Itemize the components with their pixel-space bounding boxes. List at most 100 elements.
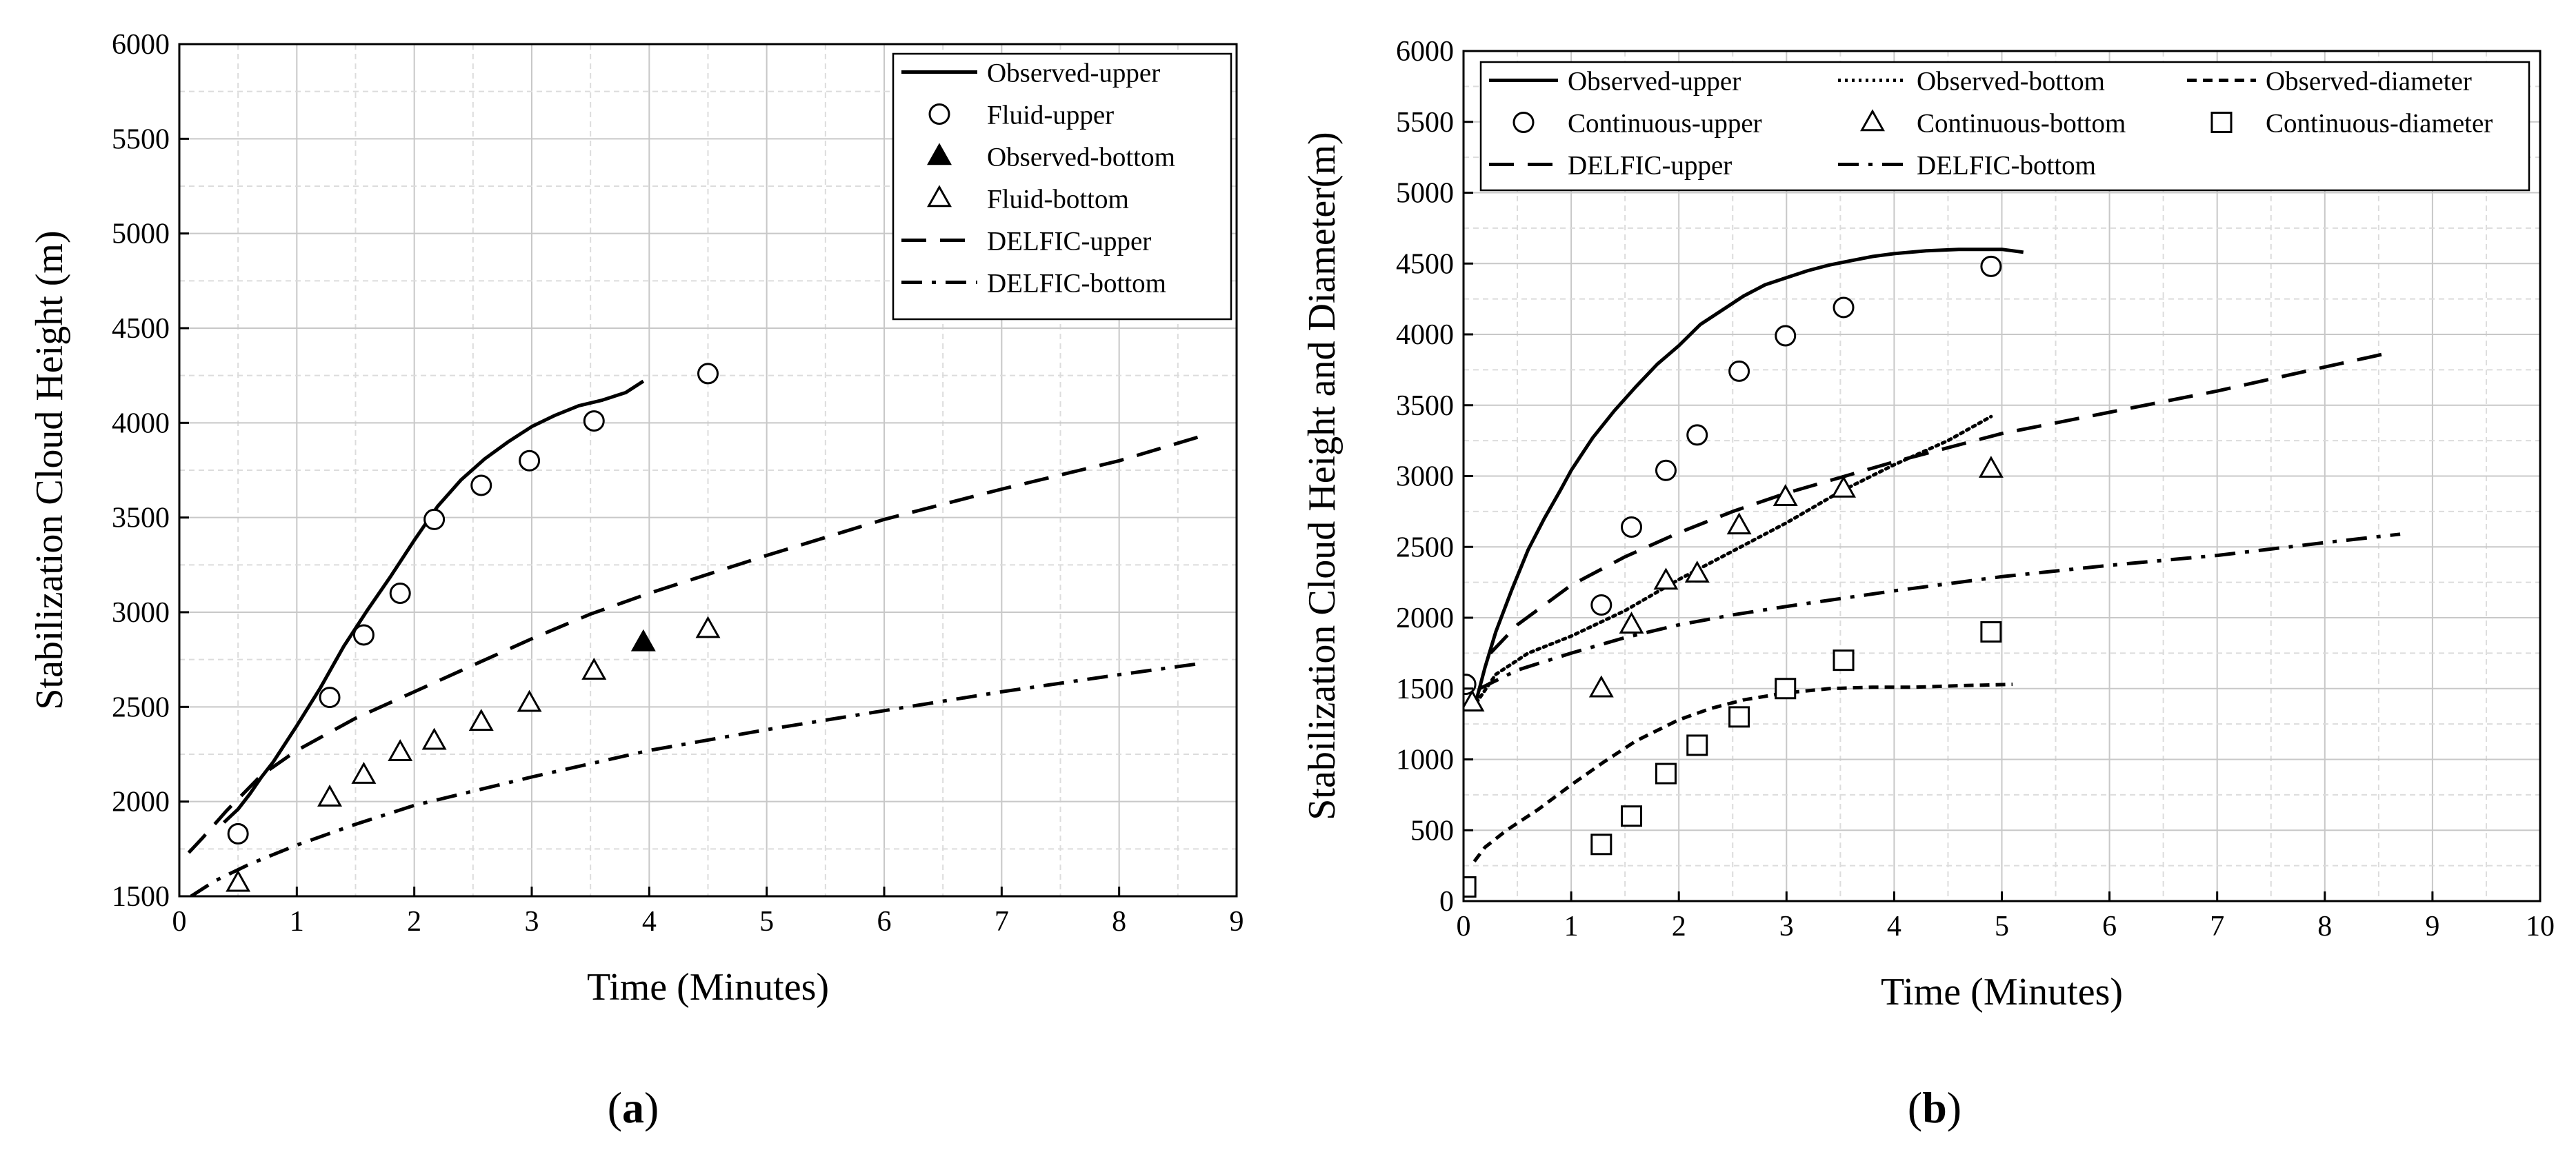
legend-item-delfic_bottom: DELFIC-bottom: [901, 269, 1166, 299]
series-line-delfic_upper: [187, 434, 1202, 854]
legend-label: DELFIC-upper: [1568, 151, 1732, 181]
legend-label: Observed-bottom: [987, 143, 1175, 172]
x-tick-label: 6: [877, 906, 892, 938]
series-line-delfic_upper: [1489, 351, 2390, 655]
y-tick-label: 5000: [112, 219, 170, 250]
data-point-observed_bottom: [630, 629, 656, 652]
data-point-fluid_upper: [389, 583, 411, 605]
data-point-fluid_bottom: [388, 739, 413, 761]
x-tick-label: 0: [1457, 911, 1471, 942]
y-tick-label: 1500: [112, 881, 170, 913]
y-axis-title: Stabilization Cloud Height (m): [28, 230, 71, 709]
chart-panel-b: 0 1 2 3 4 5 6 7 8 9 10 0 500 1000 1500 2000 2500 3000 3500…: [1301, 36, 2555, 1132]
data-point-continuous_bottom: [1684, 561, 1710, 583]
y-tick-label: 5000: [1396, 178, 1454, 210]
x-tick-label: 2: [1672, 911, 1686, 942]
axis-ticks: 0 1 2 3 4 5 6 7 8 9 1500 2000 2500 3000 3500 4000 4500 50…: [112, 29, 1244, 938]
legend-item-observed_bottom: Observed-bottom: [1838, 67, 2105, 97]
data-point-continuous_diameter: [1728, 706, 1750, 728]
data-point-fluid_bottom: [317, 785, 342, 807]
x-tick-label: 10: [2526, 911, 2555, 942]
x-tick-label: 3: [1779, 911, 1794, 942]
data-point-fluid_bottom: [468, 709, 494, 731]
x-tick-label: 4: [1887, 911, 1901, 942]
data-point-continuous_diameter: [1775, 678, 1797, 700]
y-tick-label: 2500: [112, 691, 170, 723]
legend-symbol: [928, 103, 950, 125]
legend-item-delfic_upper: DELFIC-upper: [901, 227, 1151, 256]
panel-letter: b: [1922, 1083, 1947, 1132]
x-axis-title: Time (Minutes): [587, 966, 829, 1009]
data-point-continuous_bottom: [1619, 612, 1644, 634]
legend-label: Continuous-upper: [1568, 109, 1762, 139]
legend-box: [1479, 61, 2530, 192]
legend-item-delfic_bottom: DELFIC-bottom: [1838, 151, 2096, 181]
legend-item-observed_bottom: Observed-bottom: [927, 143, 1175, 172]
axis-ticks: 0 1 2 3 4 5 6 7 8 9 10 0 500 1000 1500 2000 2500 3000 3500…: [1396, 36, 2555, 942]
legend-label: Observed-diameter: [2266, 67, 2472, 97]
x-tick-label: 5: [759, 906, 774, 938]
legend-symbol: [927, 143, 952, 165]
y-tick-label: 3500: [112, 503, 170, 534]
series-line-delfic_bottom: [190, 661, 1202, 896]
x-tick-label: 9: [1230, 906, 1244, 938]
legend: Observed-upper Observed-bottom Observed-di…: [1479, 61, 2530, 192]
y-tick-label: 3500: [1396, 390, 1454, 422]
x-tick-label: 2: [407, 906, 421, 938]
data-point-continuous_upper: [1686, 424, 1708, 446]
data-point-fluid_upper: [519, 450, 541, 472]
data-point-fluid_upper: [352, 624, 375, 646]
legend-label: DELFIC-bottom: [1917, 151, 2096, 181]
legend-item-continuous_bottom: Continuous-bottom: [1860, 109, 2126, 139]
legend-label: DELFIC-upper: [987, 227, 1151, 256]
x-tick-label: 8: [1112, 906, 1126, 938]
data-point-continuous_diameter: [1655, 763, 1677, 785]
series-line-observed_upper: [1475, 248, 2024, 700]
y-tick-label: 6000: [112, 29, 170, 61]
data-point-continuous_diameter: [1980, 621, 2002, 643]
y-tick-label: 4000: [112, 407, 170, 439]
series-line-delfic_bottom: [1479, 532, 2401, 691]
y-tick-label: 4500: [1396, 248, 1454, 280]
data-point-fluid_upper: [470, 474, 492, 496]
x-tick-label: 0: [172, 906, 187, 938]
data-point-continuous_diameter: [1833, 649, 1855, 672]
data-point-fluid_upper: [319, 687, 341, 709]
x-tick-label: 6: [2102, 911, 2117, 942]
legend-item-fluid_bottom: Fluid-bottom: [927, 185, 1129, 214]
series-line-observed_bottom: [1475, 414, 1993, 705]
legend-item-observed_upper: Observed-upper: [1489, 67, 1741, 97]
data-point-continuous_bottom: [1726, 512, 1752, 535]
legend-item-observed_upper: Observed-upper: [901, 59, 1160, 88]
x-tick-label: 8: [2317, 911, 2332, 942]
data-point-continuous_diameter: [1686, 734, 1708, 756]
data-point-fluid_upper: [227, 822, 249, 845]
y-tick-label: 2500: [1396, 532, 1454, 563]
data-point-fluid_upper: [697, 363, 719, 385]
data-point-continuous_bottom: [1978, 456, 2004, 478]
data-point-fluid_bottom: [421, 727, 447, 750]
y-tick-label: 500: [1410, 815, 1454, 847]
plot-area: [1464, 248, 2401, 898]
data-point-fluid_bottom: [695, 616, 721, 638]
legend-label: Fluid-bottom: [987, 185, 1129, 214]
y-tick-label: 1000: [1396, 745, 1454, 776]
series-line-observed_diameter: [1472, 683, 2013, 863]
y-tick-label: 3000: [112, 597, 170, 629]
legend-label: Observed-upper: [987, 59, 1160, 88]
data-point-continuous_upper: [1775, 325, 1797, 347]
legend-symbol: [1860, 109, 1885, 132]
data-point-continuous_upper: [1728, 360, 1750, 382]
chart-panel-a: 0 1 2 3 4 5 6 7 8 9 1500 2000 2500 3000 3500 4000 4500 50…: [28, 29, 1244, 1132]
legend-item-continuous_diameter: Continuous-diameter: [2210, 109, 2493, 139]
legend-item-fluid_upper: Fluid-upper: [928, 101, 1114, 130]
legend-label: Fluid-upper: [987, 101, 1114, 130]
y-tick-label: 1500: [1396, 674, 1454, 705]
data-point-continuous_upper: [1655, 459, 1677, 481]
data-point-continuous_bottom: [1588, 675, 1614, 698]
x-tick-label: 7: [2210, 911, 2224, 942]
data-point-continuous_upper: [1833, 296, 1855, 319]
data-point-continuous_diameter: [1590, 834, 1613, 856]
y-tick-label: 4000: [1396, 319, 1454, 351]
